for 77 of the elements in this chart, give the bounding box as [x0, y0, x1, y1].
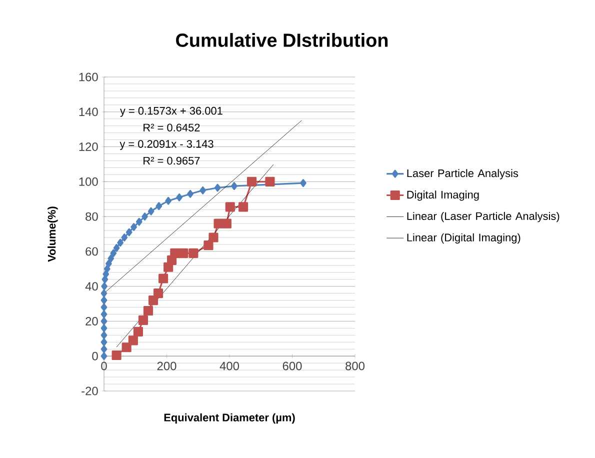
point	[188, 248, 198, 258]
y-tick-label: 0	[92, 352, 98, 360]
chart-title: Cumulative DIstribution	[176, 33, 388, 47]
legend-label: Laser Particle Analysis	[407, 169, 518, 180]
point	[138, 315, 148, 325]
point	[106, 260, 112, 268]
annotation: y = 0.1573x + 36.001	[120, 106, 222, 117]
y-tick-label: -20	[82, 386, 98, 396]
point	[225, 202, 235, 212]
point	[100, 324, 108, 332]
point	[208, 232, 218, 242]
point	[238, 202, 248, 212]
point	[265, 176, 275, 186]
point	[178, 248, 188, 258]
point	[104, 264, 110, 273]
x-tick-label: 600	[282, 362, 302, 370]
point	[153, 288, 164, 298]
x-tick-label: 0	[101, 362, 107, 370]
x-tick-label: 200	[157, 362, 176, 370]
point	[246, 176, 257, 186]
y-axis-title: Volume(%)	[48, 206, 58, 262]
point	[214, 184, 221, 192]
annotation: R² = 0.9657	[144, 156, 200, 165]
point	[112, 350, 122, 360]
point	[100, 303, 108, 312]
y-tick-label: 120	[79, 142, 98, 151]
point	[176, 193, 182, 202]
point	[128, 336, 138, 346]
legend-label: Linear (Digital Imaging)	[407, 233, 520, 244]
point	[222, 218, 232, 228]
point	[148, 207, 154, 216]
point	[121, 233, 128, 242]
x-tick-label: 400	[220, 362, 240, 370]
point	[133, 326, 143, 336]
y-tick-label: 40	[85, 282, 98, 291]
y-tick-label: 100	[79, 177, 98, 186]
point	[231, 182, 238, 190]
point	[130, 223, 137, 232]
y-tick-label: 60	[86, 247, 98, 256]
point	[102, 270, 110, 278]
point	[100, 345, 108, 354]
y-tick-label: 20	[86, 316, 98, 326]
y-tick-label: 140	[79, 108, 98, 116]
point	[165, 196, 172, 205]
point	[100, 296, 108, 304]
point	[158, 274, 168, 284]
point	[136, 218, 142, 226]
point	[126, 228, 132, 236]
point	[156, 202, 162, 210]
point	[143, 306, 154, 316]
point	[100, 310, 108, 318]
point	[100, 338, 108, 346]
point	[117, 238, 124, 247]
point	[101, 282, 108, 290]
point	[204, 240, 214, 250]
point	[100, 317, 108, 326]
point	[113, 244, 120, 252]
point	[100, 331, 108, 340]
point	[200, 186, 206, 194]
y-tick-label: 160	[79, 72, 98, 82]
point	[187, 190, 194, 198]
y-tick-label: 80	[86, 212, 98, 221]
point	[108, 254, 114, 262]
point	[100, 289, 108, 298]
legend-label: Digital Imaging	[407, 190, 479, 201]
point	[122, 342, 132, 352]
point	[300, 179, 306, 188]
x-axis-title: Equivalent Diameter (µm)	[164, 413, 295, 424]
point	[142, 212, 148, 221]
point	[214, 218, 224, 228]
point	[110, 249, 117, 258]
point	[170, 248, 180, 258]
x-tick-label: 800	[346, 362, 365, 370]
annotation: y = 0.2091x - 3.143	[120, 140, 214, 150]
legend-label: Linear (Laser Particle Analysis)	[407, 212, 560, 222]
annotation: R² = 0.6452	[144, 124, 200, 132]
point	[100, 352, 108, 360]
